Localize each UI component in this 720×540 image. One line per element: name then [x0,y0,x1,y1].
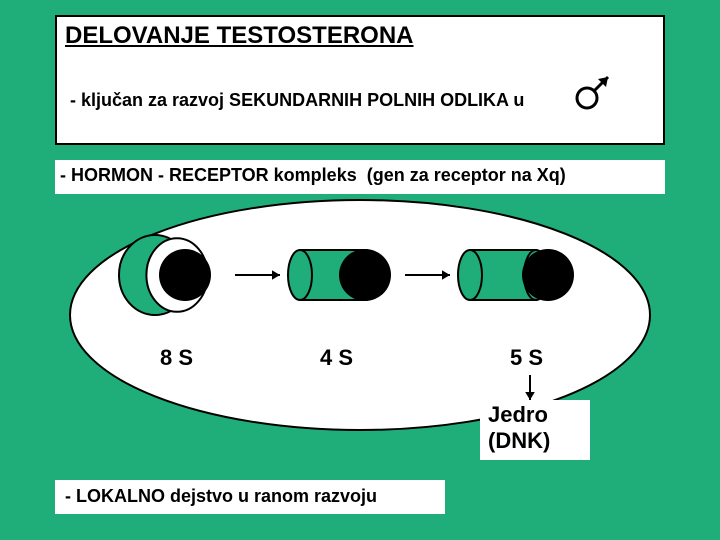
jedro-label-line2: (DNK) [488,428,550,454]
stage-4s-label: 4 S [320,345,353,371]
receptor-complex-diagram [0,0,720,540]
bullet-lokalno-dejstvo: - LOKALNO dejstvo u ranom razvoju [60,486,377,507]
stage-5s-label: 5 S [510,345,543,371]
jedro-label-line1: Jedro [488,402,548,428]
stage-8s-label: 8 S [160,345,193,371]
